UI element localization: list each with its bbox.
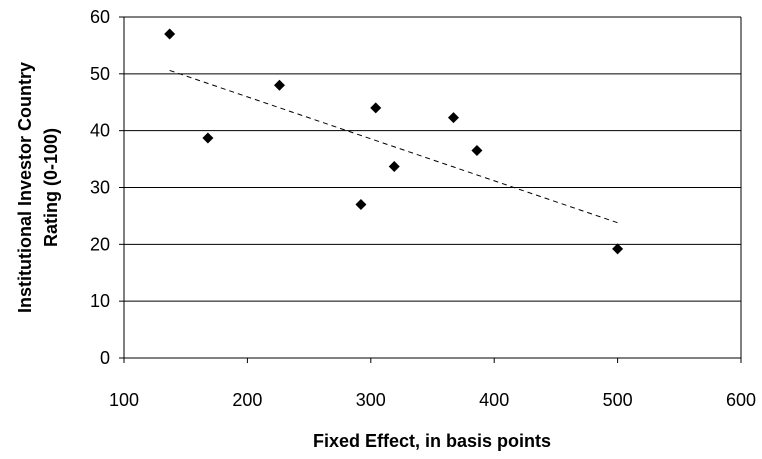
data-point-0: [164, 28, 176, 40]
x-axis-title: Fixed Effect, in basis points: [313, 431, 551, 451]
data-point-2: [273, 79, 285, 91]
data-point-8: [612, 243, 624, 255]
data-point-3: [355, 199, 367, 211]
x-tick-label-300: 300: [356, 390, 386, 410]
y-axis-title-line-1: Rating (0-100): [41, 128, 61, 247]
y-tick-label-20: 20: [90, 234, 110, 254]
y-tick-label-10: 10: [90, 291, 110, 311]
x-tick-label-100: 100: [109, 390, 139, 410]
y-tick-labels: 0 10 20 30 40 50 60: [90, 7, 110, 368]
y-tick-label-30: 30: [90, 178, 110, 198]
x-tick-label-600: 600: [726, 390, 756, 410]
x-tick-label-400: 400: [479, 390, 509, 410]
y-axis-title: Institutional Investor Country Rating (0-…: [15, 62, 61, 313]
y-axis-title-line-0: Institutional Investor Country: [15, 62, 35, 313]
data-point-4: [370, 102, 382, 114]
data-points: [164, 28, 624, 255]
data-point-6: [447, 112, 459, 124]
trendline-line: [169, 69, 618, 224]
y-tick-label-60: 60: [90, 7, 110, 27]
data-point-1: [202, 132, 214, 144]
y-tick-label-40: 40: [90, 121, 110, 141]
axes: [119, 16, 742, 363]
x-tick-label-500: 500: [603, 390, 633, 410]
y-tick-label-0: 0: [100, 348, 110, 368]
x-tick-labels: 100 200 300 400 500 600: [109, 390, 756, 410]
gridlines: [124, 16, 741, 302]
data-point-7: [471, 145, 483, 157]
data-point-5: [388, 160, 400, 172]
y-tick-label-50: 50: [90, 64, 110, 84]
x-tick-label-200: 200: [232, 390, 262, 410]
trendline: [169, 69, 618, 224]
